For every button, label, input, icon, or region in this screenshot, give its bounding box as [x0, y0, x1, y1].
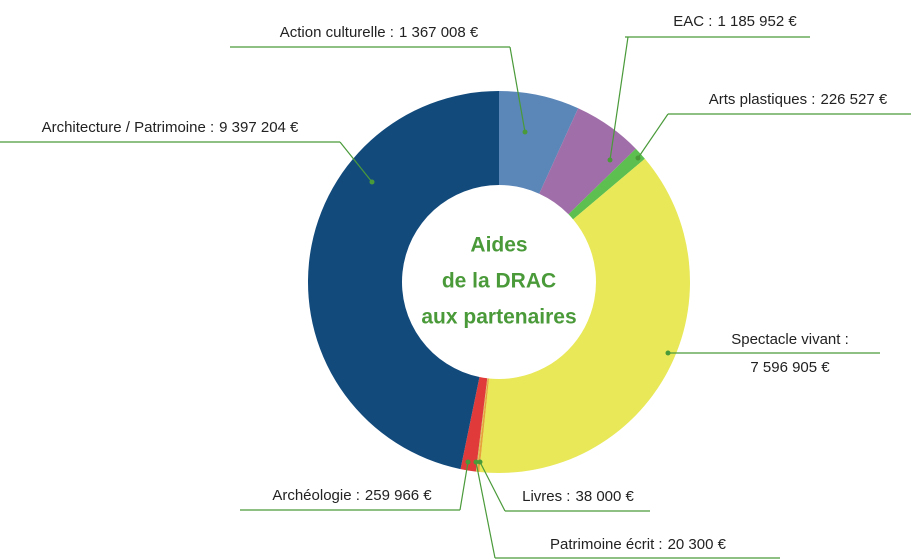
- slice-label: EAC : 1 185 952 €: [673, 13, 797, 30]
- category-label: Archéologie :: [272, 487, 360, 504]
- value-label: 1 185 952 €: [717, 13, 797, 30]
- category-label: Action culturelle :: [280, 24, 394, 41]
- leader-dot: [665, 350, 671, 356]
- slice-label: Archéologie : 259 966 €: [272, 487, 432, 504]
- category-label: Livres :: [522, 488, 570, 505]
- value-label: 259 966 €: [365, 487, 432, 504]
- donut-segment: [539, 108, 636, 215]
- slice-label: Livres : 38 000 €: [522, 488, 634, 505]
- leader-line: [479, 461, 506, 512]
- donut-segment: [568, 148, 645, 220]
- leader-line: [459, 461, 469, 511]
- donut-segment: [477, 378, 489, 472]
- donut-segment: [460, 377, 488, 472]
- leader-line: [509, 46, 526, 133]
- value-label: 7 596 905 €: [750, 359, 830, 376]
- category-label: Patrimoine écrit :: [550, 536, 663, 553]
- value-label: 38 000 €: [575, 488, 634, 505]
- value-label: 9 397 204 €: [219, 119, 299, 136]
- category-label: EAC :: [673, 13, 712, 30]
- category-label: Architecture / Patrimoine :: [42, 119, 215, 136]
- slice-label: Arts plastiques :226 527 €: [709, 91, 888, 108]
- center-text: aux partenaires: [421, 306, 576, 329]
- center-text: Aides: [470, 234, 527, 257]
- leader-dot: [522, 129, 528, 135]
- value-label: 1 367 008 €: [399, 24, 479, 41]
- leader-line: [637, 113, 669, 159]
- donut-segment: [499, 91, 579, 194]
- leader-dot: [635, 155, 641, 161]
- value-label: 226 527 €: [820, 91, 887, 108]
- slice-label: Action culturelle : 1 367 008 €: [280, 24, 479, 41]
- leader-line: [339, 141, 373, 183]
- leader-dot: [369, 179, 375, 185]
- category-label: Arts plastiques :: [709, 91, 816, 108]
- leader-dot: [465, 459, 471, 465]
- donut-segment: [475, 378, 488, 472]
- category-label: Spectacle vivant :: [731, 331, 849, 348]
- slice-label: Patrimoine écrit : 20 300 €: [550, 536, 727, 553]
- center-text: de la DRAC: [442, 270, 556, 293]
- leader-dot: [477, 459, 483, 465]
- donut-segment: [479, 158, 690, 474]
- leader-line: [475, 461, 496, 559]
- leader-dot: [473, 459, 479, 465]
- leader-line: [609, 36, 629, 161]
- leader-dot: [607, 157, 613, 163]
- donut-segment: [307, 91, 499, 470]
- slice-label: Architecture / Patrimoine :9 397 204 €: [42, 119, 299, 136]
- value-label: 20 300 €: [668, 536, 727, 553]
